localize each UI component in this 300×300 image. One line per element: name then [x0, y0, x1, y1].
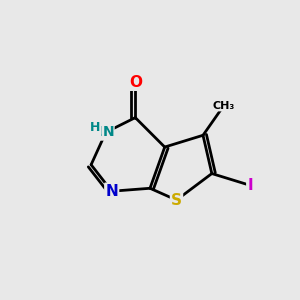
Text: H: H	[100, 125, 112, 139]
Text: S: S	[171, 193, 182, 208]
Text: N: N	[105, 184, 118, 199]
Text: O: O	[129, 75, 142, 90]
Text: N: N	[102, 125, 114, 139]
Text: N: N	[100, 125, 112, 139]
Text: I: I	[247, 178, 253, 193]
Text: CH₃: CH₃	[212, 101, 235, 111]
Text: H: H	[90, 121, 101, 134]
